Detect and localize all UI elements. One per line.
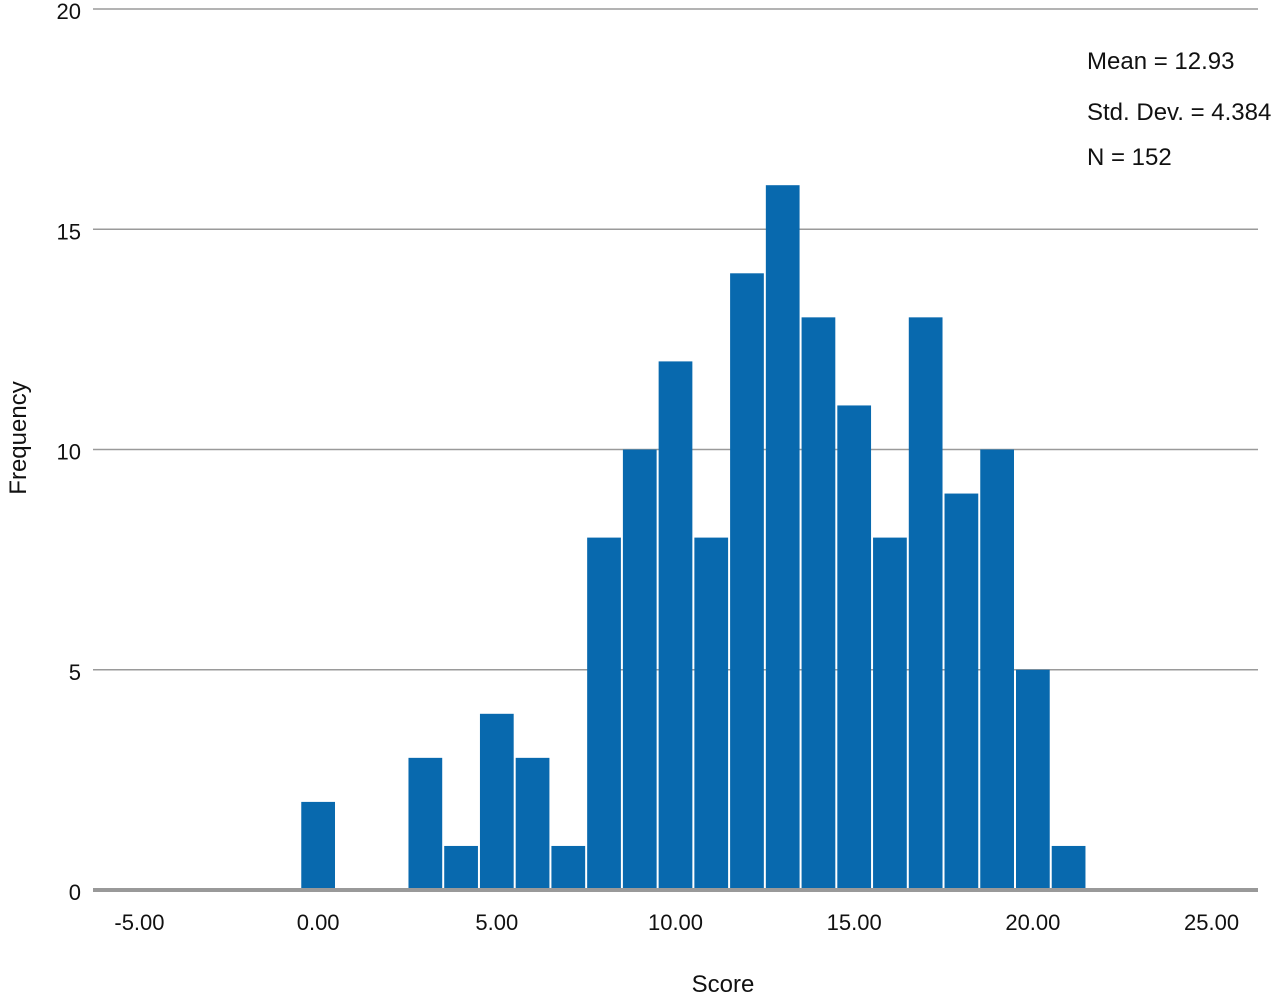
stats-box: Mean = 12.93 Std. Dev. = 4.384 N = 152	[1087, 48, 1271, 171]
y-tick-label: 0	[69, 880, 81, 905]
histogram-bar	[694, 537, 729, 890]
histogram-bar	[765, 185, 800, 890]
y-tick-label: 20	[57, 0, 81, 24]
x-tick-label: 5.00	[475, 910, 518, 935]
histogram-bar	[1015, 669, 1050, 890]
x-tick-label: 20.00	[1005, 910, 1060, 935]
histogram-bar	[622, 449, 657, 890]
y-tick-label: 5	[69, 660, 81, 685]
histogram-bar	[587, 537, 621, 890]
histogram-bar	[980, 449, 1014, 890]
histogram-bar	[730, 273, 764, 890]
stat-mean: Mean = 12.93	[1087, 48, 1234, 75]
x-tick-label: 10.00	[648, 910, 703, 935]
y-axis-ticks: 0 5 10 15 20	[57, 0, 81, 905]
y-axis-title: Frequency	[5, 381, 32, 494]
y-tick-label: 10	[57, 440, 81, 465]
x-axis-title: Score	[692, 971, 755, 998]
histogram-bar	[837, 405, 872, 890]
x-tick-label: 25.00	[1184, 910, 1239, 935]
stat-n: N = 152	[1087, 144, 1172, 171]
histogram-bar	[479, 713, 514, 890]
x-tick-label: -5.00	[114, 910, 164, 935]
histogram-bar	[515, 757, 550, 890]
histogram-bars	[301, 185, 1086, 891]
x-tick-label: 0.00	[297, 910, 340, 935]
histogram-bar	[873, 537, 907, 890]
histogram-bar	[801, 317, 836, 891]
histogram-bar	[658, 361, 693, 890]
histogram-bar	[408, 757, 443, 890]
y-tick-label: 15	[57, 219, 81, 244]
histogram-bar	[301, 801, 336, 890]
x-axis-ticks: -5.00 0.00 5.00 10.00 15.00 20.00 25.00	[114, 910, 1239, 935]
histogram-bar	[908, 317, 943, 891]
x-tick-label: 15.00	[827, 910, 882, 935]
histogram-bar	[944, 493, 979, 890]
stat-std-dev: Std. Dev. = 4.384	[1087, 99, 1271, 126]
histogram-bar	[551, 845, 586, 890]
histogram-bar	[444, 845, 478, 890]
histogram-bar	[1051, 845, 1086, 890]
